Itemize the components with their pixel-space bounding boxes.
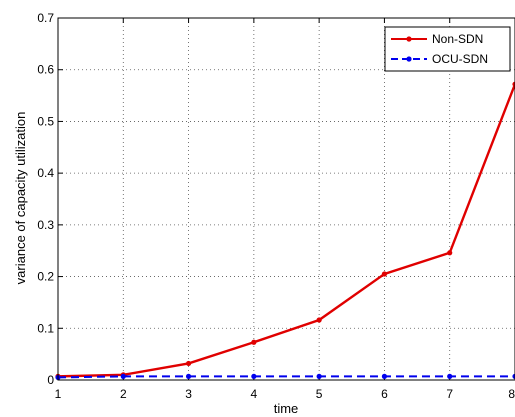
x-tick-label: 8 [508,387,515,401]
y-tick-label: 0 [47,373,54,387]
series-line-ocu-sdn [57,375,515,379]
y-tick-label: 0.3 [37,218,54,232]
y-tick-label: 0.7 [37,11,54,25]
x-axis-label: time [274,401,299,416]
data-point [381,271,388,277]
y-axis-label: variance of capacity utilization [13,112,28,285]
x-tick-label: 2 [120,387,127,401]
x-tick-label: 3 [185,387,192,401]
legend-box [384,26,511,72]
data-point [251,339,257,345]
data-point [251,373,257,379]
data-point [512,373,515,379]
y-tick-label: 0.5 [37,114,54,128]
data-point [381,373,388,379]
x-tick-label: 5 [316,387,323,401]
data-point [185,360,192,367]
data-point [512,81,515,87]
legend-label: OCU-SDN [432,52,488,66]
x-tick-label: 4 [251,387,258,401]
data-point [185,373,192,379]
series-line-non-sdn [57,83,515,378]
legend-label: Non-SDN [432,32,483,46]
data-point [316,373,322,379]
x-tick-label: 6 [381,387,388,401]
legend: Non-SDN OCU-SDN [384,26,511,72]
data-point [447,250,453,256]
series-lines [57,83,515,379]
y-tick-labels: 0 0.1 0.2 0.3 0.4 0.5 0.6 0.7 [37,11,54,387]
grid-lines [57,17,515,381]
series-markers [55,81,515,381]
legend-marker [406,36,412,42]
y-tick-label: 0.1 [37,321,54,335]
data-point [316,317,322,323]
data-point [120,373,126,379]
y-tick-label: 0.6 [37,63,54,77]
x-tick-label: 7 [446,387,453,401]
x-tick-labels: 1 2 3 4 5 6 7 8 [55,387,515,401]
x-tick-label: 1 [55,387,62,401]
y-tick-label: 0.2 [37,270,54,284]
plot-frame [57,17,515,381]
legend-marker [406,56,412,62]
y-tick-label: 0.4 [37,166,54,180]
data-point [447,373,453,379]
